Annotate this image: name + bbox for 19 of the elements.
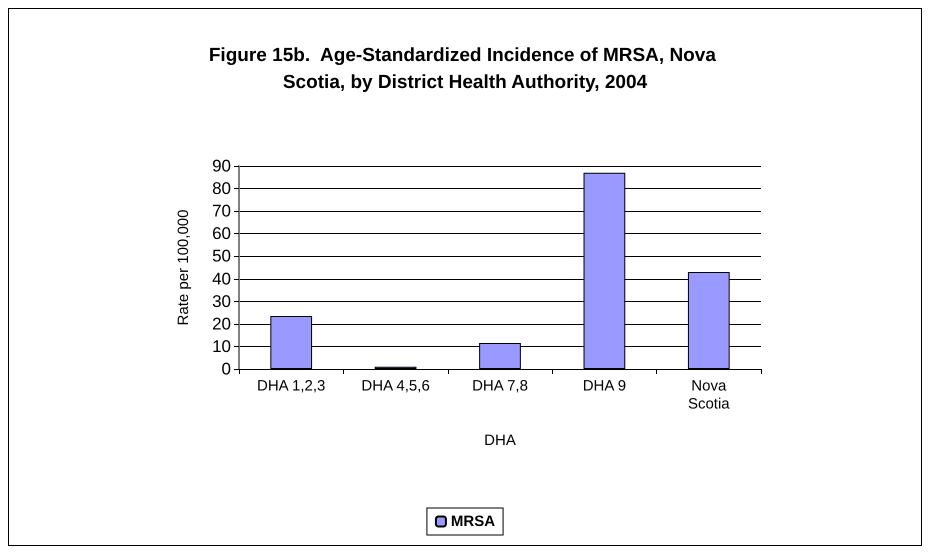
y-tick-label: 10 xyxy=(212,336,231,356)
x-tick-label: Nova Scotia xyxy=(688,378,730,412)
y-tick-label: 90 xyxy=(212,156,231,176)
x-tick-label: DHA 1,2,3 xyxy=(257,378,326,394)
y-tick-label: 0 xyxy=(222,360,231,378)
x-tick-label: DHA 9 xyxy=(582,378,626,394)
y-tick-label: 50 xyxy=(212,246,231,266)
legend-label: MRSA xyxy=(450,513,496,530)
y-tick-label: 60 xyxy=(212,224,231,244)
chart-title: Figure 15b. Age-Standardized Incidence of MRSA, Nova Scotia, by District Health Authority, 2004 xyxy=(208,45,722,93)
y-tick-label: 40 xyxy=(212,269,231,288)
y-tick-label: 80 xyxy=(212,179,231,198)
x-tick-label: DHA 7,8 xyxy=(472,378,528,394)
y-axis-title: Rate per 100,000 xyxy=(175,210,192,326)
y-tick-label: 30 xyxy=(212,292,231,311)
y-tick-label: 20 xyxy=(212,314,231,334)
x-tick-label: DHA 4,5,6 xyxy=(361,378,430,394)
x-axis-title: DHA xyxy=(484,432,516,449)
y-tick-label: 70 xyxy=(212,202,231,221)
